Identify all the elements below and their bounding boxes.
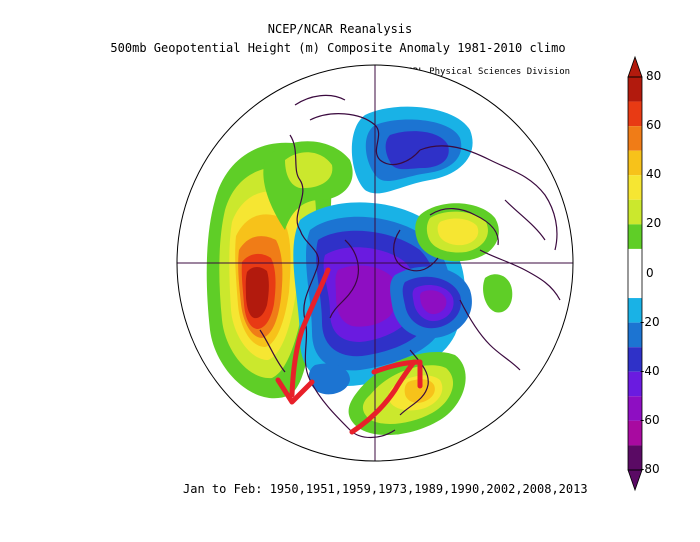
annotation-arrows <box>275 267 423 435</box>
atlantic-negative-lobe <box>308 363 350 395</box>
colorbar-bin <box>628 298 642 323</box>
plot-subtitle: 500mb Geopotential Height (m) Composite … <box>110 41 566 55</box>
colorbar-tick-label: -60 <box>640 412 660 427</box>
colorbar <box>627 55 643 492</box>
colorbar-bin <box>628 77 642 102</box>
colorbar-tick-label: -40 <box>640 363 660 378</box>
colorbar-tick-label: -80 <box>640 462 660 476</box>
colorbar-bin <box>628 248 642 274</box>
colorbar-bin <box>628 445 642 470</box>
colorbar-tick-label: 40 <box>646 167 662 182</box>
arctic-trough <box>351 106 473 194</box>
colorbar-max-extension <box>627 55 643 78</box>
colorbar-bin <box>628 175 642 200</box>
colorbar-bin <box>628 347 642 372</box>
colorbar-bin <box>628 420 642 446</box>
colorbar-tick-label: -20 <box>640 314 660 329</box>
colorbar-bin <box>628 126 642 151</box>
colorbar-bin <box>628 371 642 397</box>
colorbar-tick-label: 0 <box>646 265 654 280</box>
east-asia-positive-patch <box>483 274 513 313</box>
northeastward-arrow <box>349 359 417 435</box>
composite-years-caption: Jan to Feb: 1950,1951,1959,1973,1989,199… <box>183 482 588 496</box>
colorbar-tick-label: 60 <box>646 118 662 133</box>
europe-ridge <box>415 203 499 262</box>
coastlines <box>259 94 561 439</box>
northeastward-arrow-head <box>371 359 423 389</box>
southward-arrow <box>289 267 331 398</box>
colorbar-bin <box>628 150 642 176</box>
colorbar-bin <box>628 322 642 348</box>
colorbar-tick-label: 80 <box>646 69 662 83</box>
colorbar-bin <box>628 101 642 127</box>
colorbar-bin <box>628 199 642 225</box>
plot-title: NCEP/NCAR Reanalysis <box>267 22 413 36</box>
western-north-america-ridge <box>263 141 353 230</box>
north-pacific-ridge <box>206 142 332 399</box>
colorbar-frame <box>627 76 643 471</box>
eurasian-trough <box>390 266 472 339</box>
colorbar-bin <box>628 396 642 421</box>
credit-label: NOAA/ESRL Physical Sciences Division <box>375 67 571 77</box>
southward-arrow-head <box>275 377 315 405</box>
colorbar-tick-label: 20 <box>646 216 662 231</box>
map-boundary <box>176 64 574 462</box>
colorbar-bin <box>628 224 642 249</box>
colorbar-bin <box>628 273 642 299</box>
